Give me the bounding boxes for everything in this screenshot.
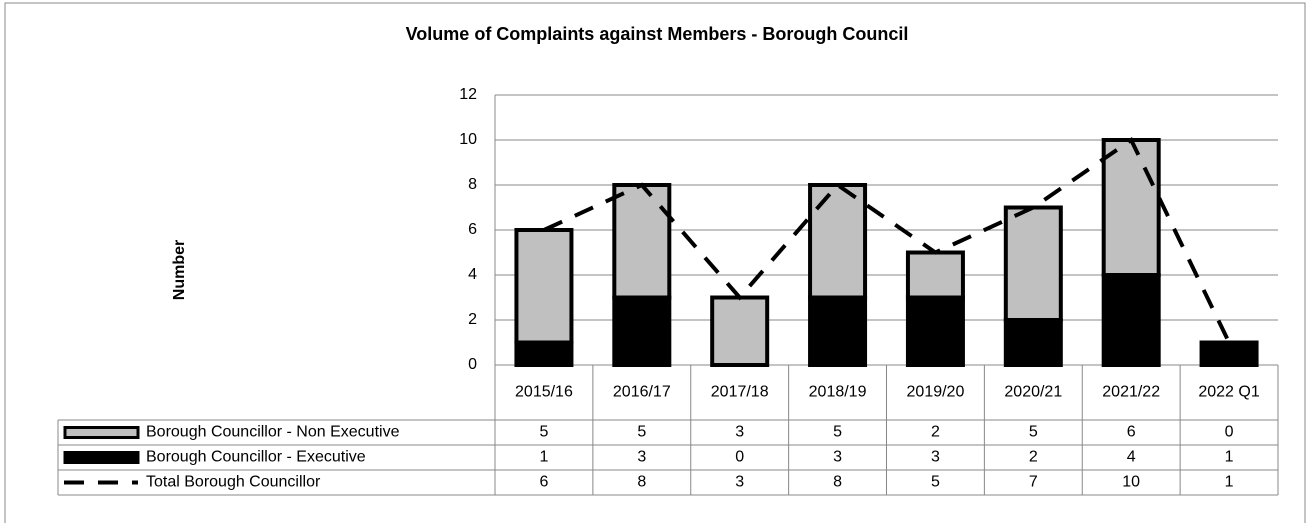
bar-segment [1003, 318, 1063, 367]
bar-segment [612, 295, 672, 367]
bar-segment [905, 295, 965, 367]
y-tick-label: 6 [468, 221, 477, 238]
y-tick-label: 4 [468, 266, 477, 283]
table-value: 5 [637, 424, 646, 441]
bar-segment [1101, 138, 1161, 277]
bar-segment [808, 183, 868, 300]
bar-segment [612, 183, 672, 300]
table-value: 5 [931, 474, 940, 491]
bar-segment [1199, 340, 1259, 367]
legend-label: Total Borough Councillor [146, 474, 321, 491]
x-tick-label: 2020/21 [1004, 384, 1062, 401]
bar-segment [514, 340, 574, 367]
table-value: 7 [1029, 474, 1038, 491]
total-line [543, 137, 1231, 344]
legend-label: Borough Councillor - Non Executive [146, 424, 400, 441]
table-value: 0 [735, 449, 744, 466]
y-tick-label: 12 [459, 86, 477, 103]
x-tick-label: 2017/18 [711, 384, 769, 401]
table-value: 2 [931, 424, 940, 441]
x-tick-label: 2016/17 [613, 384, 671, 401]
x-tick-label: 2021/22 [1102, 384, 1160, 401]
table-value: 6 [1127, 424, 1136, 441]
table-value: 10 [1122, 474, 1140, 491]
table-value: 2 [1029, 449, 1038, 466]
legend-key [63, 451, 140, 464]
table-value: 5 [539, 424, 548, 441]
table-value: 3 [931, 449, 940, 466]
bar-segment [710, 295, 770, 367]
table-value: 3 [735, 424, 744, 441]
x-tick-label: 2022 Q1 [1198, 384, 1259, 401]
y-tick-label: 0 [468, 356, 477, 373]
y-tick-label: 8 [468, 176, 477, 193]
legend-key [63, 426, 140, 439]
table-value: 3 [735, 474, 744, 491]
table-value: 1 [1225, 449, 1234, 466]
bar-segment [905, 250, 965, 300]
x-tick-label: 2015/16 [515, 384, 573, 401]
chart-title: Volume of Complaints against Members - B… [406, 24, 909, 44]
table-value: 5 [1029, 424, 1038, 441]
bar-segment [1101, 273, 1161, 367]
y-tick-label: 2 [468, 311, 477, 328]
legend-label: Borough Councillor - Executive [146, 449, 366, 466]
table-value: 8 [833, 474, 842, 491]
table-value: 5 [833, 424, 842, 441]
table-value: 4 [1127, 449, 1136, 466]
y-tick-label: 10 [459, 131, 477, 148]
table-value: 6 [539, 474, 548, 491]
table-value: 8 [637, 474, 646, 491]
x-tick-label: 2018/19 [809, 384, 867, 401]
table-value: 3 [833, 449, 842, 466]
y-axis-label: Number [171, 240, 188, 300]
table-value: 0 [1225, 424, 1234, 441]
bar-segment [514, 228, 574, 345]
bar-segment [808, 295, 868, 367]
table-value: 3 [637, 449, 646, 466]
bar-segment [1003, 205, 1063, 322]
x-tick-label: 2019/20 [907, 384, 965, 401]
table-value: 1 [1225, 474, 1234, 491]
table-value: 1 [539, 449, 548, 466]
